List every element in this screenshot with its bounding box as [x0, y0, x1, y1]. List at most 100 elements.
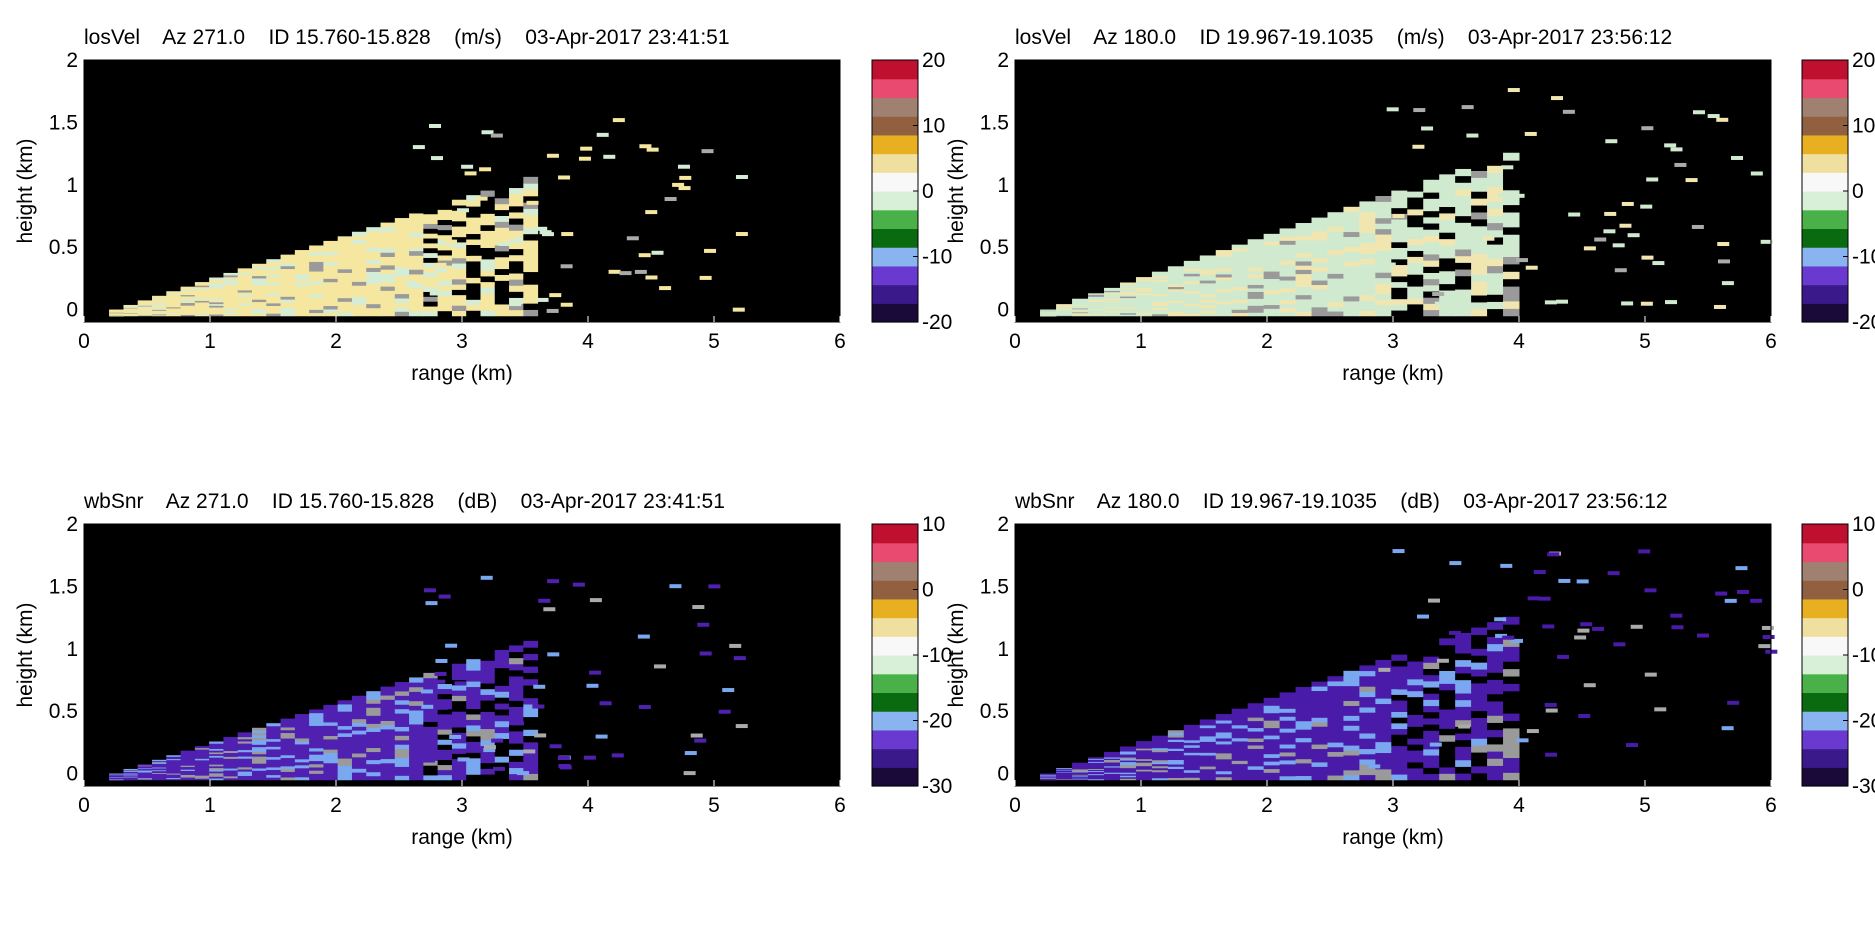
echo-cell: [1439, 277, 1456, 285]
echo-cell: [180, 309, 196, 311]
echo-cell: [294, 761, 310, 766]
echo-cell: [523, 246, 539, 254]
echo-cell: [1311, 681, 1328, 687]
echo-cell: [123, 304, 139, 306]
echo-cell: [409, 241, 424, 247]
echo-cell: [1487, 665, 1504, 673]
echo-scatter: [480, 575, 493, 580]
echo-cell: [351, 289, 367, 294]
echo-cell: [1088, 293, 1105, 295]
echo-cell: [252, 287, 267, 291]
echo-cell: [494, 732, 510, 739]
echo-cell: [394, 690, 410, 696]
echo-cell: [480, 711, 496, 718]
echo-cell: [351, 718, 367, 723]
echo-cell: [1503, 757, 1520, 766]
echo-cell: [194, 752, 210, 755]
echo-cell: [1375, 255, 1392, 262]
echo-cell: [1183, 729, 1201, 733]
echo-cell: [180, 289, 196, 292]
echo-cell: [1327, 704, 1344, 710]
echo-cell: [423, 774, 439, 781]
colorbar-tick-label: 10: [1852, 115, 1875, 138]
echo-cell: [1056, 313, 1073, 315]
echo-cell: [1151, 279, 1169, 283]
echo-cell: [1455, 679, 1472, 687]
echo-cell: [423, 262, 439, 268]
echo-cell: [252, 732, 267, 736]
echo-cell: [1471, 184, 1488, 192]
echo-cell: [337, 279, 353, 284]
echo-cell: [166, 297, 182, 300]
echo-cell: [194, 314, 210, 317]
echo-cell: [1391, 247, 1408, 254]
echo-scatter: [438, 594, 451, 599]
echo-cell: [1215, 764, 1233, 769]
y-tick-label: 1: [66, 174, 78, 197]
echo-cell: [180, 291, 196, 294]
echo-cell: [1056, 307, 1073, 309]
echo-cell: [1295, 260, 1313, 266]
echo-cell: [209, 746, 224, 749]
echo-cell: [1135, 284, 1153, 287]
echo-cell: [1327, 765, 1344, 771]
echo-scatter: [1603, 229, 1616, 234]
echo-cell: [523, 703, 539, 711]
echo-cell: [480, 688, 496, 695]
echo-cell: [1311, 248, 1328, 254]
echo-cell: [1327, 212, 1344, 218]
y-tick-label: 2: [997, 49, 1009, 72]
echo-cell: [252, 313, 267, 317]
echo-cell: [1088, 298, 1105, 300]
echo-cell: [337, 294, 353, 299]
echo-cell: [166, 767, 182, 770]
echo-cell: [266, 736, 282, 740]
echo-cell: [523, 271, 539, 279]
echo-cell: [351, 711, 367, 716]
echo-cell: [323, 725, 339, 730]
echo-cell: [180, 775, 196, 778]
echo-cell: [1088, 302, 1105, 305]
echo-cell: [494, 303, 510, 311]
echo-cell: [1215, 294, 1233, 299]
echo-cell: [509, 743, 524, 750]
echo-cell: [1056, 778, 1073, 780]
echo-cell: [1167, 750, 1185, 754]
echo-scatter: [1654, 707, 1667, 712]
echo-cell: [1343, 685, 1360, 692]
echo-cell: [480, 224, 496, 231]
colorbar-segment: [1802, 542, 1848, 563]
echo-cell: [223, 744, 239, 748]
echo-cell: [494, 309, 510, 317]
echo-cell: [223, 768, 239, 771]
echo-cell: [1120, 288, 1137, 291]
echo-cell: [1183, 278, 1201, 282]
echo-cell: [1487, 301, 1504, 310]
echo-scatter: [1547, 552, 1560, 557]
echo-cell: [209, 303, 224, 306]
echo-cell: [194, 776, 210, 779]
echo-cell: [466, 724, 481, 731]
echo-cell: [1471, 308, 1488, 317]
echo-cell: [1215, 267, 1233, 272]
echo-cell: [323, 305, 339, 310]
echo-cell: [1183, 764, 1201, 768]
echo-cell: [1104, 303, 1121, 305]
echo-cell: [1295, 298, 1313, 304]
echo-cell: [509, 218, 524, 225]
colorbar-tick-label: -10: [922, 246, 952, 269]
echo-cell: [1455, 739, 1472, 747]
echo-cell: [166, 761, 182, 764]
echo-cell: [494, 691, 510, 698]
echo-cell: [366, 715, 382, 720]
echo-cell: [1199, 255, 1217, 259]
echo-cell: [209, 774, 224, 777]
echo-cell: [252, 296, 267, 300]
echo-cell: [280, 274, 296, 278]
echo-cell: [466, 233, 481, 240]
echo-cell: [423, 697, 439, 703]
echo-cell: [1439, 734, 1456, 742]
echo-cell: [1072, 773, 1089, 775]
chart-title: wbSnr Az 271.0 ID 15.760-15.828 (dB) 03-…: [83, 490, 725, 513]
echo-cell: [1391, 745, 1408, 752]
